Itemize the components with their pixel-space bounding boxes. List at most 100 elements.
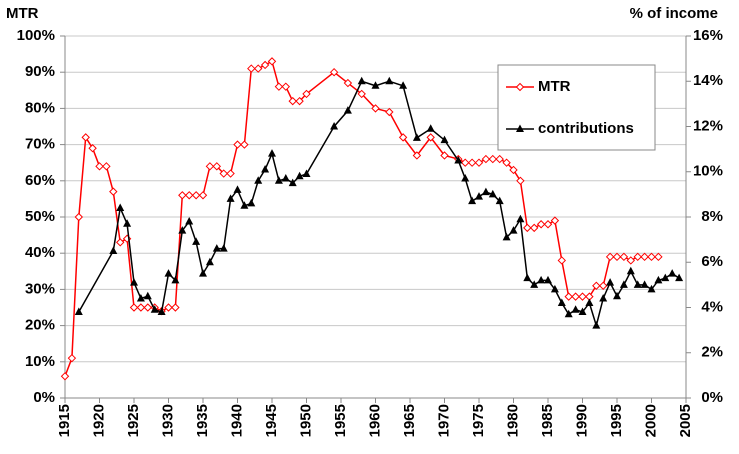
data-point xyxy=(116,203,125,211)
y2-tick-label: 0% xyxy=(701,389,723,406)
data-point xyxy=(254,176,263,184)
x-tick-label: 1950 xyxy=(297,404,314,437)
data-point xyxy=(109,187,118,196)
data-point xyxy=(171,303,180,312)
data-point xyxy=(440,135,449,144)
data-point xyxy=(585,298,594,306)
data-point xyxy=(523,273,532,282)
data-point xyxy=(74,212,84,222)
data-point xyxy=(619,280,628,288)
y-axis-title: MTR xyxy=(6,5,39,22)
data-point xyxy=(150,305,159,313)
data-point xyxy=(557,298,566,306)
data-point xyxy=(668,269,677,277)
data-point xyxy=(226,194,235,202)
data-point xyxy=(599,293,608,302)
y2-tick-label: 12% xyxy=(693,117,723,134)
data-point xyxy=(426,133,435,142)
data-point xyxy=(205,257,214,266)
y-tick-label: 30% xyxy=(25,280,55,297)
y2-tick-label: 6% xyxy=(701,253,723,270)
y-tick-label: 10% xyxy=(25,353,55,370)
data-point xyxy=(343,106,352,114)
data-point xyxy=(143,291,152,300)
data-point xyxy=(371,104,380,113)
x-tick-label: 2005 xyxy=(677,404,694,437)
data-point xyxy=(357,76,366,85)
x-tick-label: 1940 xyxy=(228,404,245,437)
x-tick-label: 1985 xyxy=(539,404,556,437)
data-point xyxy=(640,252,649,262)
data-point xyxy=(612,252,622,262)
data-point xyxy=(675,273,684,282)
legend-box xyxy=(497,64,656,151)
data-point xyxy=(626,256,636,265)
data-point xyxy=(185,217,194,225)
data-point xyxy=(633,280,642,288)
data-point xyxy=(385,76,394,85)
data-point xyxy=(81,133,90,142)
data-point xyxy=(474,158,484,167)
data-point xyxy=(136,303,146,312)
x-tick-label: 1960 xyxy=(366,404,383,437)
data-point xyxy=(130,278,138,286)
data-point xyxy=(115,238,125,247)
data-point xyxy=(488,189,497,198)
data-point xyxy=(205,162,215,171)
data-point xyxy=(461,174,470,182)
data-point xyxy=(129,303,139,312)
data-point xyxy=(219,244,228,252)
data-point xyxy=(440,151,449,160)
data-point xyxy=(198,191,208,200)
data-point xyxy=(226,169,235,178)
data-point xyxy=(288,178,297,187)
data-point xyxy=(488,154,498,164)
y-tick-label: 20% xyxy=(25,317,55,334)
data-point xyxy=(123,219,132,227)
data-point xyxy=(233,185,242,193)
data-point xyxy=(371,81,380,89)
data-point xyxy=(184,191,194,200)
data-point xyxy=(247,198,256,207)
data-point xyxy=(626,266,635,275)
data-point xyxy=(288,96,297,106)
data-point xyxy=(605,252,615,262)
data-point xyxy=(281,174,290,182)
x-tick-label: 1970 xyxy=(435,404,452,437)
data-point xyxy=(102,162,111,171)
x-tick-label: 1975 xyxy=(470,404,487,437)
data-point xyxy=(578,307,587,316)
data-point xyxy=(191,191,201,200)
legend-label: MTR xyxy=(538,78,571,95)
data-point xyxy=(164,303,173,312)
y-tick-label: 50% xyxy=(25,208,55,225)
data-point xyxy=(495,154,504,164)
data-point xyxy=(157,307,166,316)
data-point xyxy=(647,284,656,293)
y2-tick-label: 16% xyxy=(693,27,723,44)
x-tick-label: 1925 xyxy=(125,404,142,437)
data-point xyxy=(592,321,601,329)
data-point xyxy=(516,214,525,223)
data-point xyxy=(171,275,180,284)
data-point xyxy=(178,226,187,234)
data-point xyxy=(261,164,270,173)
y2-tick-label: 8% xyxy=(701,208,723,225)
data-point xyxy=(281,82,291,91)
data-point xyxy=(178,191,187,200)
data-point xyxy=(426,124,435,132)
data-point xyxy=(633,252,642,262)
data-point xyxy=(164,269,173,277)
data-point xyxy=(302,89,311,99)
data-point xyxy=(385,107,394,117)
data-point xyxy=(329,67,339,77)
data-point xyxy=(475,192,483,200)
data-point xyxy=(661,273,670,282)
data-point xyxy=(516,176,525,186)
data-point xyxy=(564,309,573,318)
y-tick-label: 40% xyxy=(25,244,55,261)
y-tick-label: 100% xyxy=(17,27,55,44)
legend-label: contributions xyxy=(538,120,634,137)
x-tick-label: 1930 xyxy=(159,404,176,437)
